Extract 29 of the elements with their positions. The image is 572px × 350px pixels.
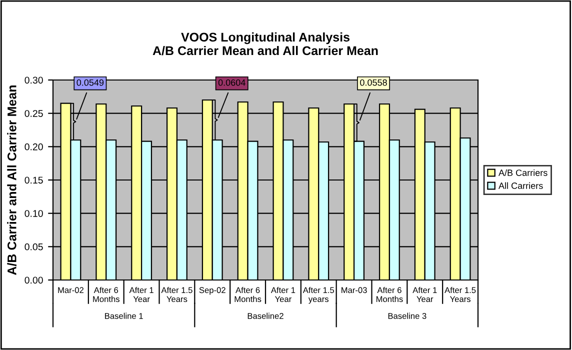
x-tick-label: After 6 Months — [93, 286, 120, 302]
x-tick-label: Mar-02 — [58, 287, 84, 294]
x-tick-label: After 1 Year — [129, 286, 154, 302]
y-tick-label: 0.20 — [24, 143, 43, 150]
annotation: 0.0558 — [360, 79, 387, 86]
x-tick-label: After 1 Year — [270, 286, 296, 302]
y-tick-label: 0.30 — [24, 76, 43, 84]
text: Baseline2 — [248, 312, 284, 319]
x-tick-label: Mar-03 — [342, 287, 367, 294]
x-tick-label: After 6 Months — [234, 286, 262, 302]
x-tick-label: Sep-02 — [199, 287, 226, 295]
annotation: 0.0549 — [76, 79, 104, 86]
y-tick-label: 0.25 — [24, 110, 43, 117]
legend-label: All Carriers — [498, 182, 543, 189]
x-tick-label: After 1.5 years — [302, 286, 334, 304]
x-tick-label: After 6 Months — [376, 286, 403, 302]
y-tick-label: 0.00 — [24, 276, 43, 284]
x-tick-label: After 1 Year — [412, 286, 437, 302]
chart-title: VOOS Longitudinal Analysis A/B Carrier Mean and All Carrier Mean — [152, 32, 378, 56]
text: Baseline 3 — [388, 312, 426, 319]
legend-label: A/B Carriers — [498, 169, 548, 176]
y-tick-label: 0.05 — [24, 243, 43, 250]
y-tick-label: 0.15 — [24, 176, 43, 184]
y-axis-title: A/B Carrier and All Carrier Mean — [7, 85, 16, 275]
x-tick-label: After 1.5 Years — [444, 286, 476, 302]
x-tick-label: After 1.5 Years — [161, 286, 192, 302]
annotation: 0.0604 — [218, 79, 246, 86]
text: Baseline 1 — [105, 312, 143, 319]
y-tick-label: 0.10 — [24, 210, 43, 217]
